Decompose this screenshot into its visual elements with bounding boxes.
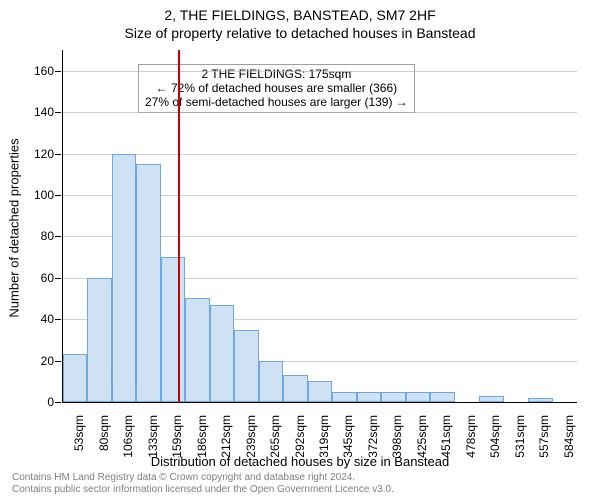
histogram-chart: 2 THE FIELDINGS: 175sqm ← 72% of detache… [62,50,577,403]
x-axis-label: Distribution of detached houses by size … [0,454,600,469]
figure-root: 2, THE FIELDINGS, BANSTEAD, SM7 2HF Size… [0,0,600,500]
histogram-bar [234,330,258,402]
x-tick-label: 584sqm [562,415,576,458]
gridline [63,112,577,113]
y-tick [55,195,61,196]
footer-attribution: Contains HM Land Registry data © Crown c… [12,472,394,496]
x-tick-label: 425sqm [415,415,429,458]
y-tick [55,402,61,403]
x-tick-label: 292sqm [293,415,307,458]
x-tick-label: 212sqm [219,415,233,458]
histogram-bar [308,381,332,402]
histogram-bar [430,392,454,402]
x-tick-label: 451sqm [439,415,453,458]
annotation-line-3: 27% of semi-detached houses are larger (… [145,95,408,109]
histogram-bar [136,164,160,402]
y-tick-label: 100 [14,188,54,202]
x-tick-label: 345sqm [341,415,355,458]
x-tick-label: 319sqm [317,415,331,458]
y-tick-label: 160 [14,64,54,78]
y-tick-label: 20 [14,354,54,368]
title-line-1: 2, THE FIELDINGS, BANSTEAD, SM7 2HF [0,0,600,24]
histogram-bar [259,361,283,402]
x-tick-label: 239sqm [244,415,258,458]
y-tick [55,278,61,279]
y-tick [55,361,61,362]
y-tick [55,154,61,155]
x-tick-label: 159sqm [170,415,184,458]
x-tick-label: 80sqm [97,415,111,451]
histogram-bar [112,154,136,402]
histogram-bar [185,298,209,402]
footer-line-1: Contains HM Land Registry data © Crown c… [12,472,394,484]
histogram-bar [479,396,503,402]
y-tick-label: 140 [14,105,54,119]
x-tick-label: 265sqm [268,415,282,458]
histogram-bar [357,392,381,402]
histogram-bar [528,398,552,402]
x-tick-label: 531sqm [513,415,527,458]
annotation-line-2: ← 72% of detached houses are smaller (36… [145,81,408,95]
footer-line-2: Contains public sector information licen… [12,484,394,496]
x-tick-label: 186sqm [195,415,209,458]
histogram-bar [406,392,430,402]
histogram-bar [283,375,307,402]
histogram-bar [210,305,234,402]
x-tick-label: 557sqm [537,415,551,458]
gridline [63,154,577,155]
x-tick-label: 398sqm [390,415,404,458]
y-tick [55,71,61,72]
x-tick-label: 106sqm [121,415,135,458]
histogram-bar [161,257,185,402]
histogram-bar [332,392,356,402]
y-tick-label: 120 [14,147,54,161]
histogram-bar [381,392,405,402]
y-tick [55,319,61,320]
y-tick-label: 80 [14,229,54,243]
histogram-bar [87,278,111,402]
x-tick-label: 372sqm [366,415,380,458]
y-tick-label: 40 [14,312,54,326]
gridline [63,71,577,72]
x-tick-label: 478sqm [464,415,478,458]
y-axis-label: Number of detached properties [7,138,22,317]
x-tick-label: 133sqm [146,415,160,458]
y-tick [55,236,61,237]
annotation-line-1: 2 THE FIELDINGS: 175sqm [145,67,408,81]
histogram-bar [63,354,87,402]
y-tick [55,112,61,113]
x-tick-label: 53sqm [72,415,86,451]
y-tick-label: 0 [14,395,54,409]
property-marker-line [178,50,180,402]
title-line-2: Size of property relative to detached ho… [0,24,600,42]
x-tick-label: 504sqm [488,415,502,458]
y-tick-label: 60 [14,271,54,285]
